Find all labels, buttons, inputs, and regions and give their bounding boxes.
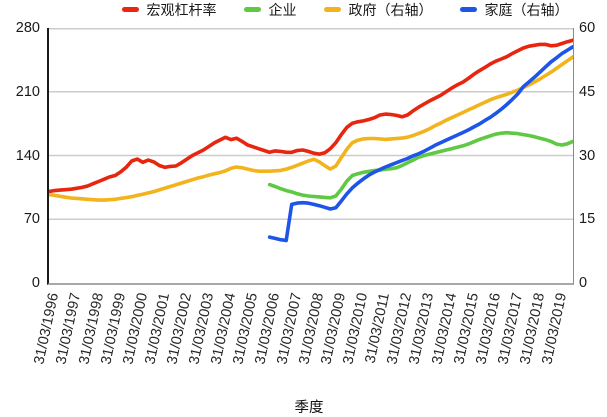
y-left-tick-label: 140 — [15, 147, 40, 164]
y-right-tick-label: 15 — [579, 211, 596, 228]
x-axis-title: 季度 — [294, 400, 324, 416]
y-right-tick-label: 60 — [579, 20, 596, 36]
y-left-tick-label: 210 — [15, 83, 40, 100]
series-line-3 — [49, 55, 573, 202]
y-right-tick-label: 45 — [579, 83, 596, 100]
legend-label: 企业 — [268, 1, 297, 18]
y-left-tick-label: 70 — [23, 211, 40, 228]
legend-line-swatch — [459, 7, 477, 12]
y-left-tick-label: 0 — [31, 275, 40, 291]
legend-label: 家庭（右轴） — [484, 1, 569, 18]
legend: 宏观杠杆率 企业 政府（右轴） 家庭（右轴） — [83, 1, 607, 18]
legend-item-3: 政府（右轴） — [323, 0, 433, 20]
legend-item-2: 企业 — [243, 0, 297, 20]
plot-area — [47, 28, 574, 285]
legend-label: 政府（右轴） — [348, 1, 433, 18]
legend-line-swatch — [121, 7, 139, 12]
legend-item-4: 家庭（右轴） — [459, 0, 569, 20]
y-right-tick-label: 30 — [579, 147, 596, 164]
y-left-tick-label: 280 — [15, 20, 40, 36]
legend-label: 宏观杠杆率 — [146, 1, 217, 18]
series-line-2 — [267, 130, 573, 200]
y-right-tick-label: 0 — [579, 275, 588, 291]
legend-item-1: 宏观杠杆率 — [121, 0, 217, 20]
plot-canvas — [49, 28, 573, 243]
series-line-4 — [267, 44, 573, 243]
legend-line-swatch — [323, 7, 341, 12]
series-line-1 — [49, 38, 573, 194]
legend-line-swatch — [243, 7, 261, 12]
